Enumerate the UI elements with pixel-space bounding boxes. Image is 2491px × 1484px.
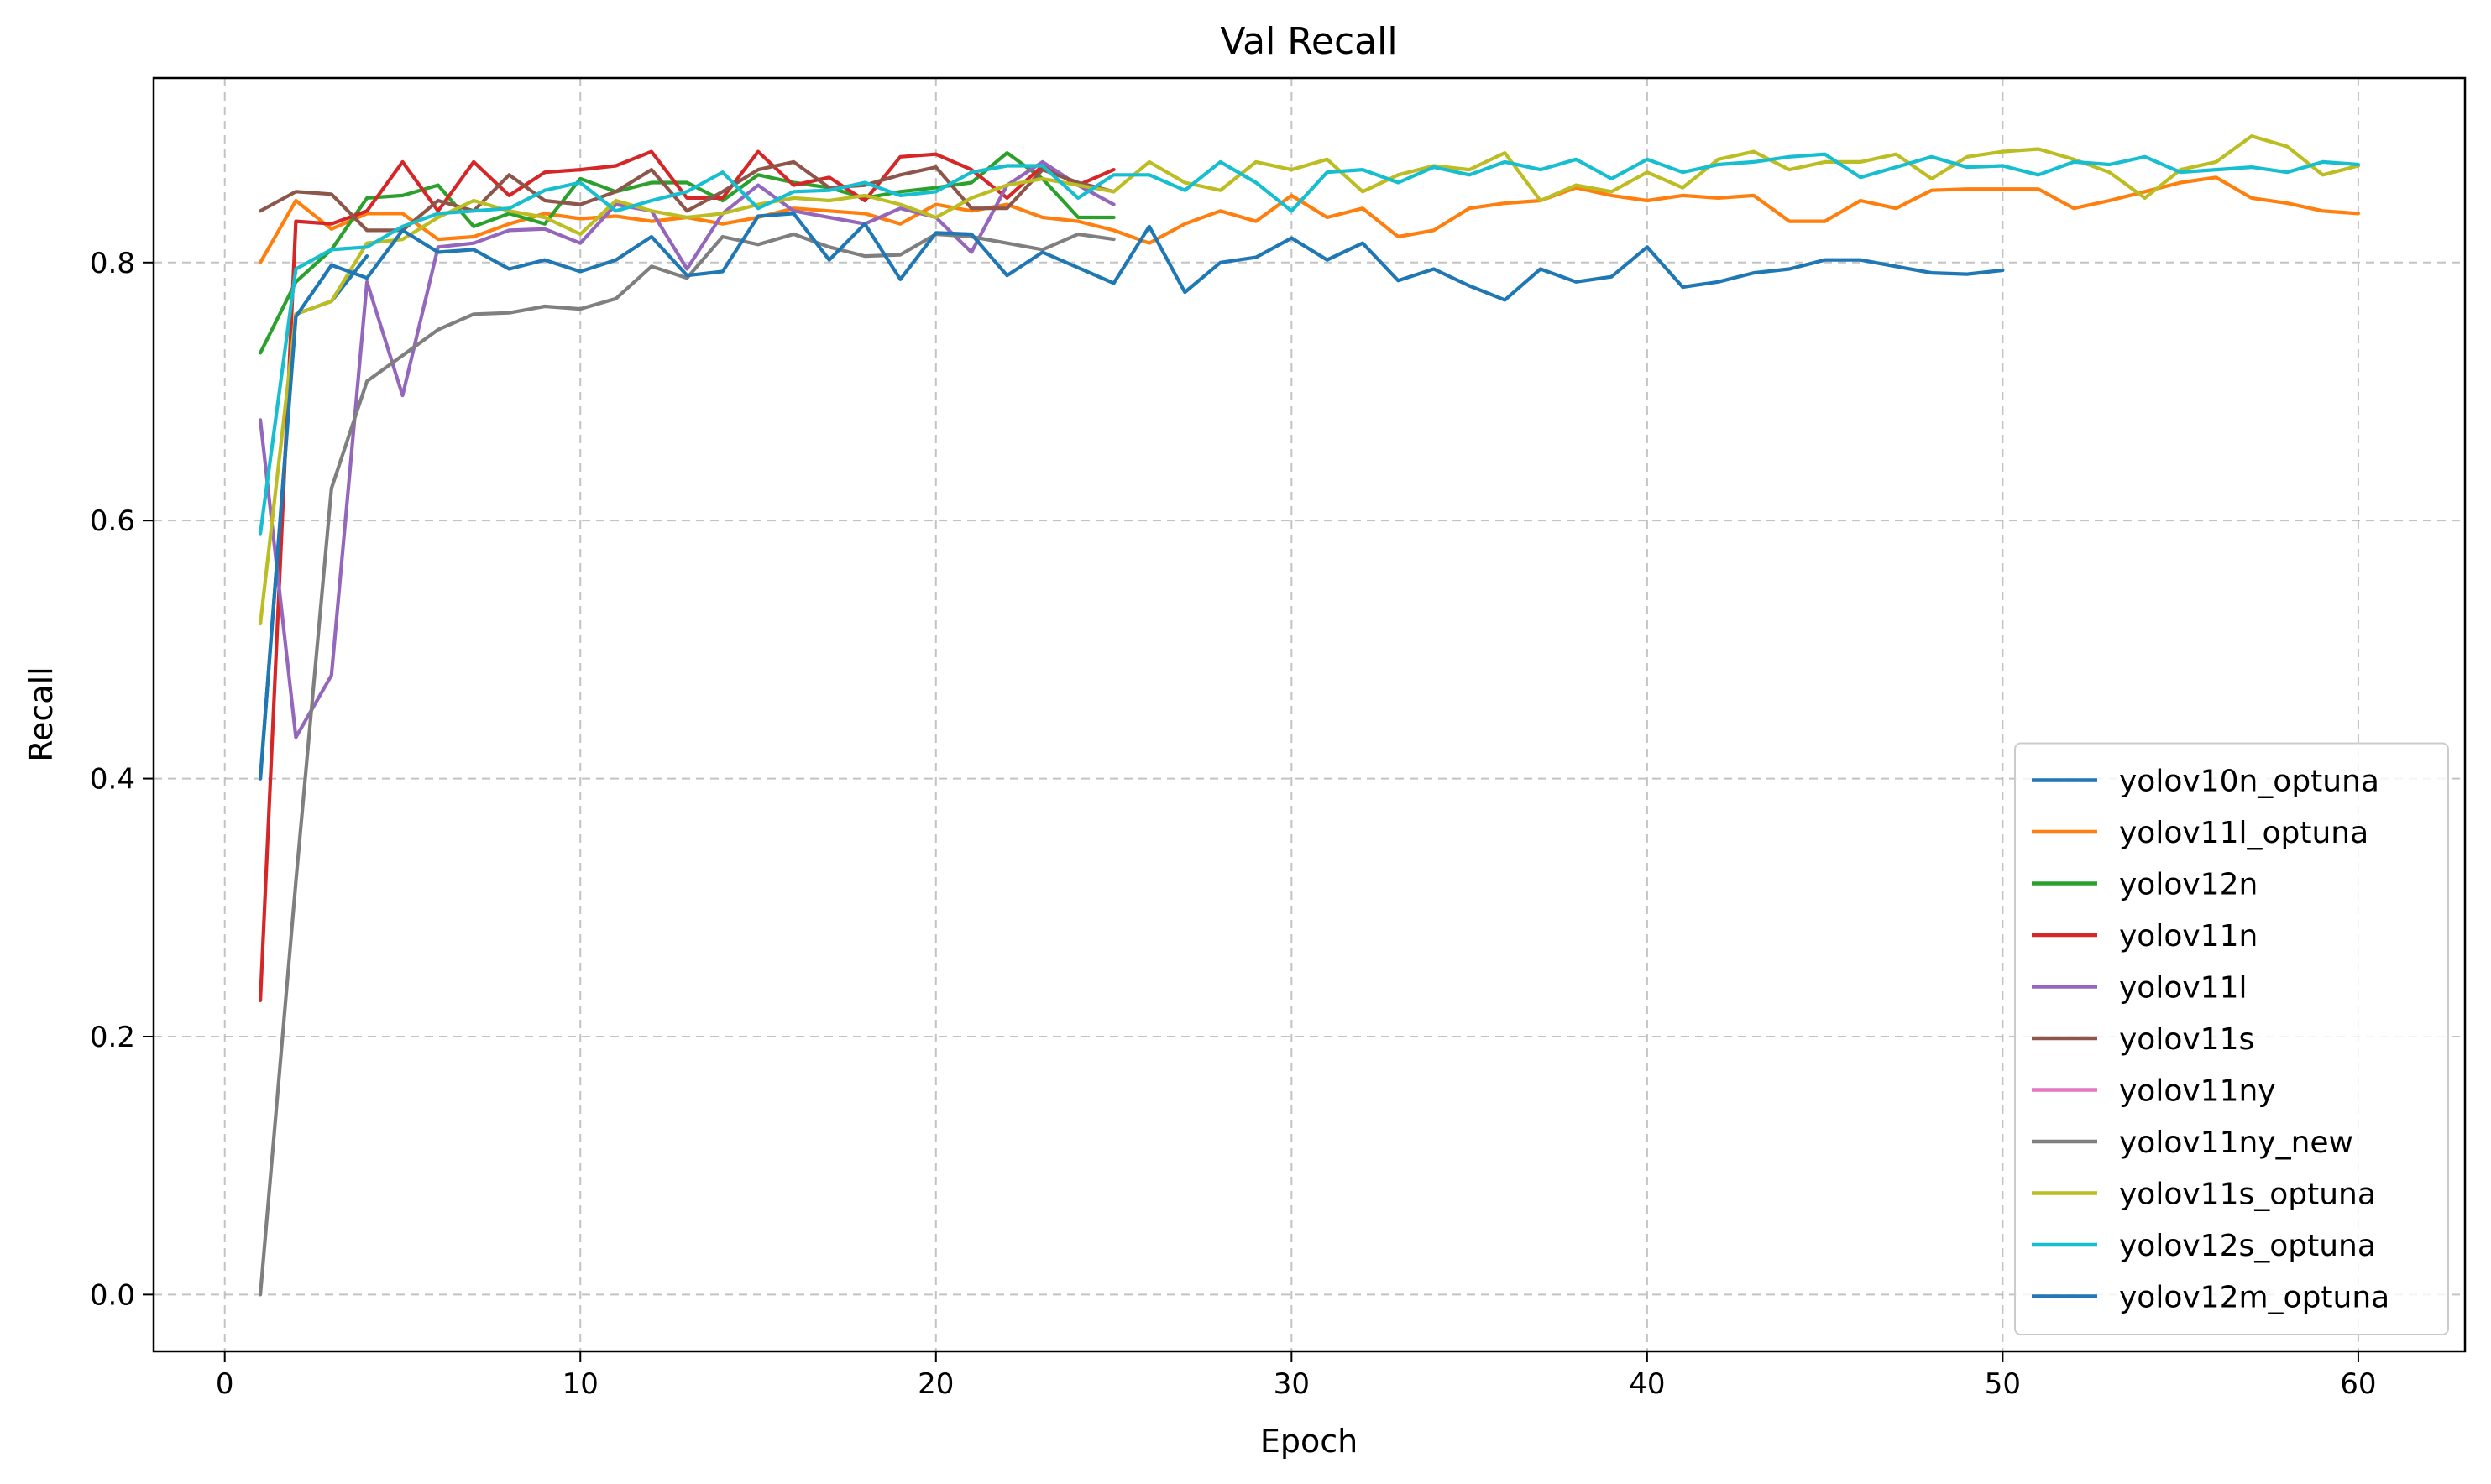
plot-series [259,134,2360,1297]
legend-entry-label: yolov11s [2119,1022,2254,1057]
x-tick-label: 50 [1985,1367,2021,1401]
x-tick-label: 20 [918,1367,954,1401]
series-line-yolov12s-optuna [259,152,2360,536]
x-tick-label: 10 [563,1367,599,1401]
plot-frame [152,76,2467,1353]
legend-entry-label: yolov11n [2119,919,2258,954]
legend-entry-label: yolov10n_optuna [2119,765,2379,799]
axis-ticks: 0 10 20 30 40 50 60 0.0 0.2 0.4 0.6 0.8 [90,247,2377,1401]
x-axis-label: Epoch [1260,1423,1358,1460]
y-tick-label: 0.4 [90,763,135,797]
legend-entry-label: yolov11l [2119,971,2247,1006]
x-tick-label: 40 [1629,1367,1665,1401]
legend-entry-label: yolov12m_optuna [2119,1281,2389,1315]
series-line-yolov12m-optuna [259,212,2005,781]
series-line-yolov11n [259,149,1116,1003]
legend-entry-label: yolov11s_optuna [2119,1178,2376,1212]
y-tick-label: 0.6 [90,504,135,538]
series-line-yolov11l-optuna [259,175,2360,264]
x-tick-label: 30 [1274,1367,1310,1401]
y-tick-label: 0.8 [90,247,135,280]
legend-entry-label: yolov11l_optuna [2119,816,2368,850]
y-tick-label: 0.0 [90,1278,135,1312]
series-line-yolov11l [259,159,1116,739]
legend: yolov10n_optuna yolov11l_optuna yolov12n yo… [2014,742,2449,1335]
chart-title: Val Recall [1220,20,1397,63]
legend-entry-label: yolov11ny [2119,1074,2276,1109]
y-axis-label: Recall [23,666,60,761]
legend-entry-label: yolov12n [2119,868,2258,902]
series-line-yolov12n [259,151,1116,355]
x-tick-label: 0 [216,1367,234,1401]
y-tick-label: 0.2 [90,1021,135,1054]
legend-box [2014,742,2449,1335]
legend-entry-label: yolov12s_optuna [2119,1229,2376,1263]
x-tick-label: 60 [2340,1367,2376,1401]
legend-entry-label: yolov11ny_new [2119,1126,2353,1160]
